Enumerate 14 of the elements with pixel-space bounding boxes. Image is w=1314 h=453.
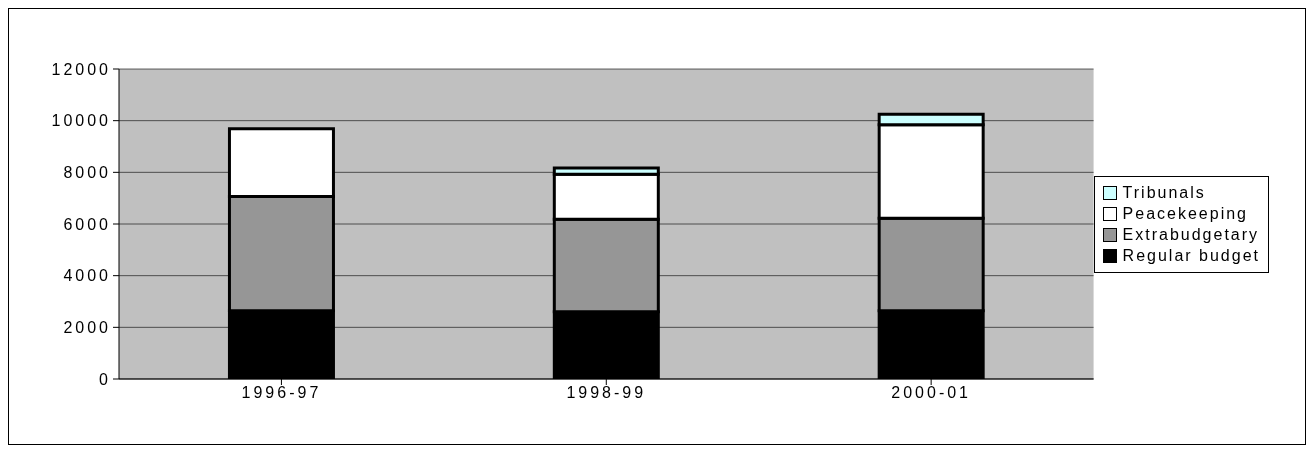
x-tick-label: 1998-99: [566, 384, 647, 402]
legend-label: Tribunals: [1122, 183, 1206, 202]
x-tick-label: 1996-97: [241, 384, 322, 402]
y-tick-label: 12000: [51, 60, 111, 78]
y-tick-label: 0: [99, 370, 111, 388]
legend-label: Regular budget: [1122, 246, 1260, 265]
y-tick-label: 8000: [63, 164, 111, 182]
y-tick-label: 6000: [63, 215, 111, 233]
y-tick-label: 2000: [63, 319, 111, 337]
legend-label: Extrabudgetary: [1122, 225, 1260, 244]
legend-label: Peacekeeping: [1122, 204, 1248, 223]
y-tick-label: 10000: [51, 112, 111, 130]
y-tick-label: 4000: [63, 267, 111, 285]
x-tick-label: 2000-01: [891, 384, 972, 402]
